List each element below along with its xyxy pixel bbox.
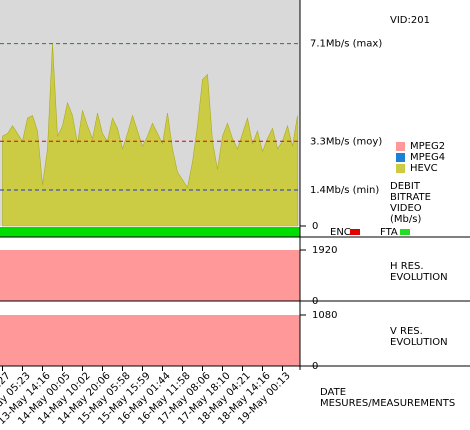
area bbox=[2, 43, 298, 227]
resolution-bar bbox=[0, 315, 300, 366]
legend-swatch bbox=[396, 142, 405, 151]
reference-label: 3.3Mb/s (moy) bbox=[310, 136, 382, 147]
panel-title: EVOLUTION bbox=[390, 272, 448, 283]
reference-label: 1.4Mb/s (min) bbox=[310, 185, 379, 196]
vid-label: VID:201 bbox=[390, 15, 430, 26]
x-axis-title: MESURES/MEASUREMENTS bbox=[320, 398, 455, 409]
status-bar bbox=[0, 227, 300, 237]
legend-label: MPEG4 bbox=[410, 152, 445, 163]
axis-title: BITRATE bbox=[390, 192, 431, 203]
y-tick-label: 1080 bbox=[312, 310, 337, 321]
legend-label: MPEG2 bbox=[410, 141, 445, 152]
status-enc-box bbox=[350, 229, 360, 235]
panel-title: H RES. bbox=[390, 261, 424, 272]
x-axis-title: DATE bbox=[320, 387, 346, 398]
y-tick-label: 0 bbox=[312, 221, 318, 232]
status-fta-box bbox=[400, 229, 410, 235]
axis-title: VIDEO bbox=[390, 203, 422, 214]
legend-label: HEVC bbox=[410, 163, 438, 174]
legend-swatch bbox=[396, 164, 405, 173]
panel-title: EVOLUTION bbox=[390, 337, 448, 348]
y-tick-label: 1920 bbox=[312, 245, 337, 256]
axis-title: DEBIT bbox=[390, 181, 421, 192]
panel-title: V RES. bbox=[390, 326, 423, 337]
reference-label: 7.1Mb/s (max) bbox=[310, 39, 382, 50]
status-fta: FTA bbox=[380, 227, 398, 238]
status-enc: ENC bbox=[330, 227, 351, 238]
resolution-bar bbox=[0, 250, 300, 301]
legend-swatch bbox=[396, 153, 405, 162]
axis-title: (Mb/s) bbox=[390, 214, 421, 225]
